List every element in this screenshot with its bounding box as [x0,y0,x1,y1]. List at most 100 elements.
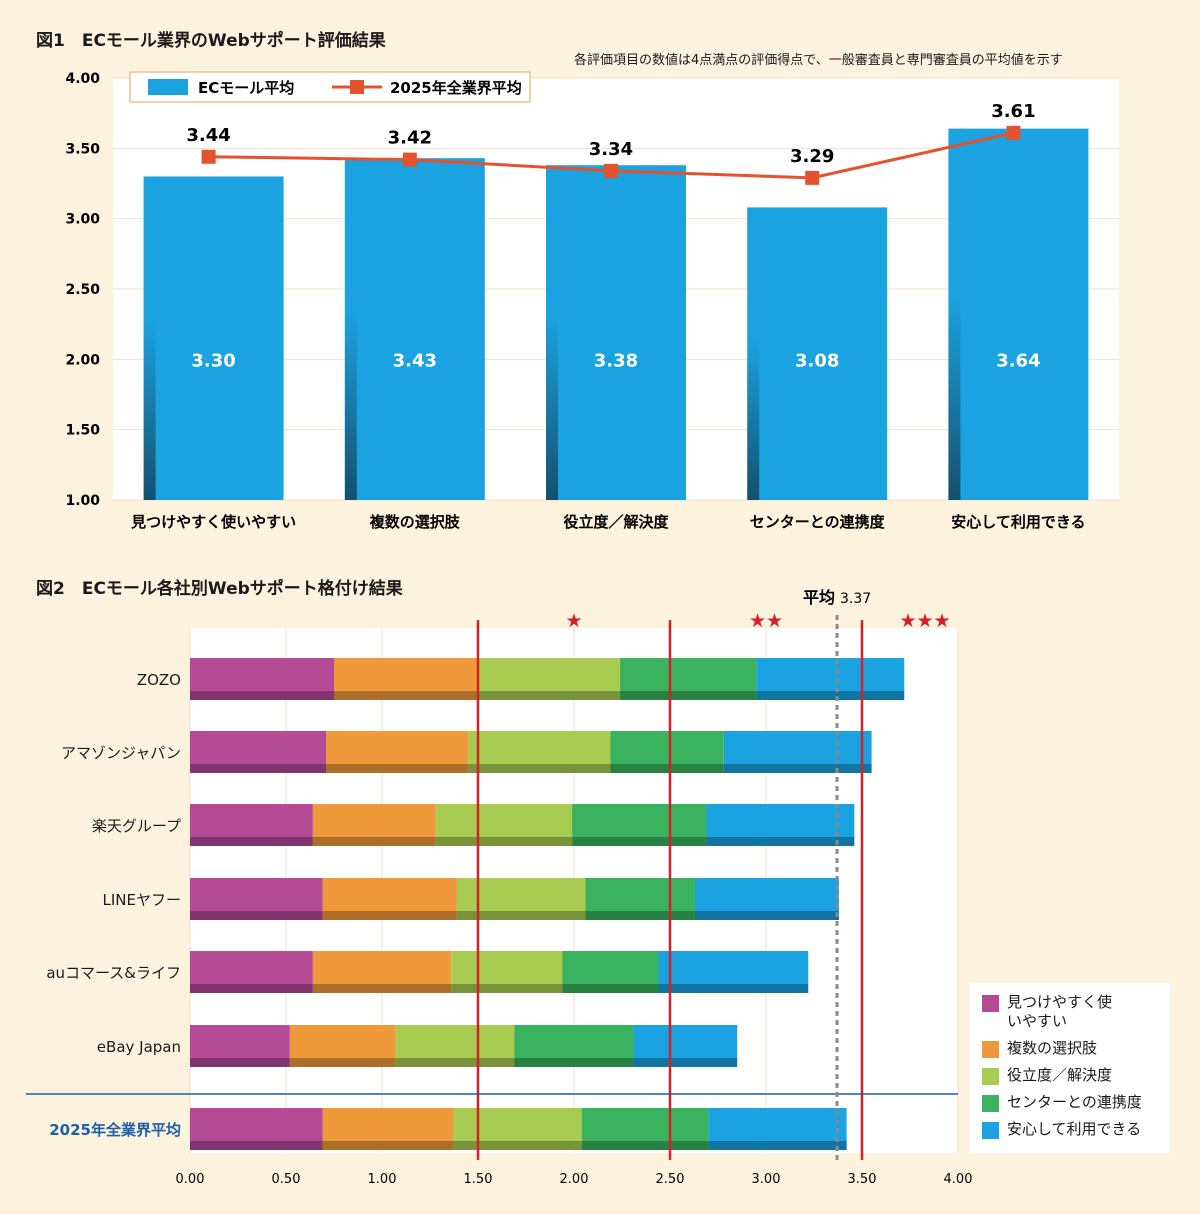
figure1-legend [129,71,531,103]
segment-shadow [478,691,621,700]
segment-shadow [514,1058,634,1067]
legend-label: 役立度／解決度 [1007,1066,1113,1084]
x-tick-label: 1.50 [464,1172,493,1187]
rating-stars: ★★★ [899,610,950,632]
line-value-label: 3.29 [790,146,834,167]
stack-segment [514,1025,634,1067]
segment-shadow [562,984,659,993]
legend-bar-swatch [148,79,188,95]
stack-segment [468,731,611,773]
line-value-label: 3.34 [589,139,633,160]
legend-item-security: 安心して利用できる [982,1120,1160,1139]
segment-shadow [334,691,478,700]
average-label: 平均 [803,588,835,607]
y-tick-label: 2.00 [65,352,100,368]
legend-label: センターとの連携度 [1007,1093,1142,1111]
y-tick-label: 1.50 [65,423,100,439]
segment-shadow [190,911,323,920]
bar-value-label: 3.08 [795,350,839,371]
stack-segment [658,951,809,993]
x-tick-label: 3.50 [848,1172,877,1187]
segment-shadow [468,764,611,773]
legend-swatch [982,995,999,1012]
segment-shadow [451,984,563,993]
stack-segment [453,1108,582,1150]
stack-segment [322,1108,454,1150]
y-tick-label: 3.50 [65,141,100,157]
figure1-chart: 1.00 1.50 2.00 2.50 3.00 3.50 4.00 3.30 3.43 3.3… [65,71,1119,531]
bar-value-label: 3.38 [594,350,638,371]
x-tick-label: 3.00 [752,1172,781,1187]
segment-shadow [289,1058,396,1067]
row-category-label: ZOZO [137,671,181,689]
legend-bar-label: ECモール平均 [198,79,294,97]
stack-segment [334,658,478,700]
x-tick-label: 1.00 [368,1172,397,1187]
segment-shadow [706,837,855,846]
line-value-label: 3.42 [388,128,432,149]
stack-segment [451,951,563,993]
segment-shadow [190,764,327,773]
x-tick-label: 2.00 [560,1172,589,1187]
segment-shadow [708,1141,847,1150]
bar [558,165,686,501]
figure1-title: 図1 ECモール業界のWebサポート評価結果 [36,31,386,51]
stack-segment [395,1025,515,1067]
stack-segment [322,878,457,920]
segment-shadow [453,1141,582,1150]
stack-segment [620,658,757,700]
legend-label: 安心して利用できる [1007,1120,1142,1138]
legend-swatch [982,1095,999,1112]
row-category-label: アマゾンジャパン [61,744,181,762]
line-marker [201,149,216,164]
segment-shadow [456,911,586,920]
stack-segment [190,804,313,846]
legend-label: 複数の選択肢 [1007,1039,1098,1057]
stack-segment [694,878,839,920]
row-category-label: LINEヤフー [103,891,181,909]
legend-line-marker [350,80,364,94]
segment-shadow [312,984,452,993]
bar [155,176,284,500]
segment-shadow [190,691,334,700]
line-marker [402,152,417,167]
legend-swatch [982,1041,999,1058]
stack-segment [723,731,872,773]
bar-value-label: 3.43 [393,350,437,371]
segment-shadow [723,764,872,773]
stack-segment [581,1108,709,1150]
figure2-title: 図2 ECモール各社別Webサポート格付け結果 [36,579,403,599]
y-tick-label: 2.50 [65,282,100,298]
legend-item-options: 複数の選択肢 [982,1039,1160,1058]
segment-shadow [585,911,695,920]
stack-segment [190,951,313,993]
figure1-note: 各評価項目の数値は4点満点の評価得点で、一般審査員と専門審査員の平均値を示す [574,53,1063,68]
stack-segment [708,1108,847,1150]
segment-shadow [572,837,707,846]
x-category-label: センターとの連携度 [750,513,886,531]
segment-shadow [581,1141,709,1150]
line-marker [1006,125,1021,140]
stack-segment [585,878,695,920]
line-value-label: 3.61 [991,101,1035,122]
legend-item-center: センターとの連携度 [982,1093,1160,1112]
stack-segment [572,804,707,846]
segment-shadow [620,691,757,700]
legend-item-ease: 見つけやすく使いやすい [982,993,1160,1031]
segment-shadow [190,837,313,846]
x-tick-label: 2.50 [656,1172,685,1187]
stack-segment [312,951,452,993]
segment-shadow [435,837,573,846]
stack-segment [190,731,327,773]
segment-shadow [658,984,809,993]
segment-shadow [312,837,436,846]
row-category-label: 2025年全業界平均 [49,1121,181,1139]
segment-shadow [322,911,457,920]
x-category-label: 見つけやすく使いやすい [130,513,296,531]
line-marker [805,170,820,185]
segment-shadow [326,764,469,773]
average-value: 3.37 [840,591,871,607]
x-tick-label: 4.00 [944,1172,973,1187]
bar [759,207,888,500]
segment-shadow [322,1141,454,1150]
